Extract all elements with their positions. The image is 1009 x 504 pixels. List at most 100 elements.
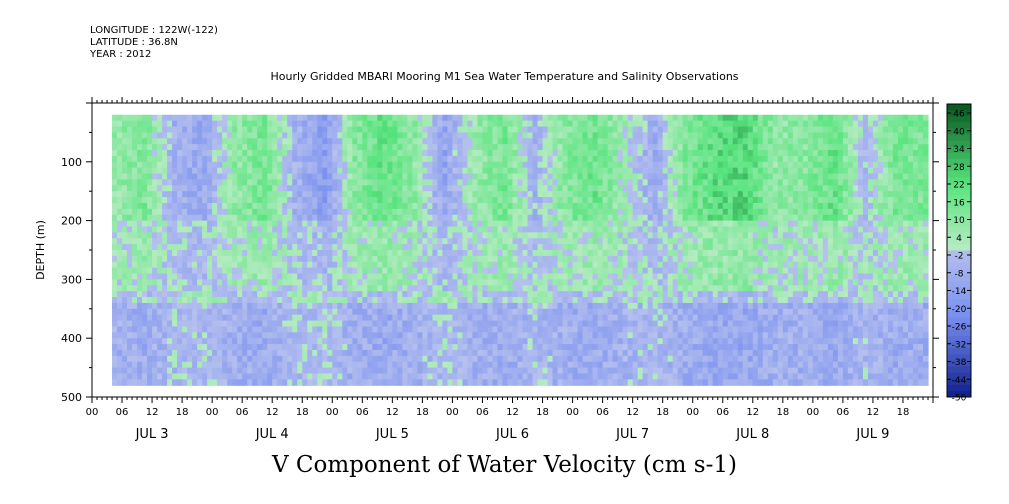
heatmap-cell — [577, 150, 584, 157]
heatmap-cell — [132, 179, 138, 186]
heatmap-cell — [162, 320, 168, 328]
heatmap-cell — [357, 120, 363, 128]
heatmap-cell — [362, 220, 368, 228]
heatmap-cell — [262, 167, 268, 175]
heatmap-cell — [407, 120, 413, 128]
heatmap-cell — [217, 267, 223, 275]
heatmap-cell — [532, 150, 539, 157]
heatmap-cell — [492, 267, 499, 275]
heatmap-cell — [277, 197, 283, 204]
heatmap-cell — [557, 261, 564, 269]
heatmap-cell — [522, 220, 529, 228]
heatmap-cell — [292, 226, 298, 233]
heatmap-cell — [142, 261, 148, 269]
heatmap-cell — [257, 238, 263, 245]
heatmap-cell — [352, 320, 358, 328]
heatmap-cell — [392, 120, 398, 128]
heatmap-cell — [487, 314, 494, 322]
heatmap-cell — [512, 232, 519, 239]
heatmap-cell — [227, 367, 233, 375]
heatmap-cell — [557, 308, 564, 316]
heatmap-cell — [242, 226, 248, 233]
heatmap-cell — [277, 191, 283, 198]
heatmap-cell — [217, 291, 223, 298]
heatmap-cell — [462, 267, 469, 275]
heatmap-cell — [312, 291, 318, 298]
heatmap-cell — [437, 144, 444, 151]
heatmap-cell — [562, 250, 569, 257]
heatmap-cell — [447, 332, 454, 339]
heatmap-cell — [502, 238, 509, 245]
heatmap-cell — [312, 132, 318, 139]
heatmap-cell — [637, 349, 644, 357]
heatmap-cell — [137, 255, 143, 263]
heatmap-cell — [427, 220, 434, 228]
heatmap-cell — [542, 344, 549, 351]
heatmap-cell — [147, 355, 153, 363]
heatmap-cell — [377, 349, 383, 357]
heatmap-cell — [382, 185, 388, 192]
heatmap-cell — [512, 332, 519, 339]
heatmap-cell — [207, 138, 213, 145]
heatmap-cell — [607, 202, 614, 210]
heatmap-cell — [262, 379, 268, 386]
heatmap-cell — [367, 161, 373, 169]
heatmap-cell — [582, 314, 589, 322]
heatmap-cell — [262, 261, 268, 269]
heatmap-cell — [152, 332, 158, 339]
heatmap-cell — [537, 361, 544, 369]
heatmap-cell — [617, 285, 624, 292]
heatmap-cell — [317, 255, 323, 263]
heatmap-cell — [487, 279, 494, 286]
heatmap-cell — [477, 338, 484, 345]
heatmap-cell — [367, 238, 373, 245]
heatmap-cell — [587, 250, 594, 257]
heatmap-cell — [612, 273, 619, 280]
heatmap-cell — [342, 291, 348, 298]
heatmap-cell — [532, 291, 539, 298]
latitude-label: LATITUDE : 36.8N — [90, 37, 178, 48]
heatmap-cell — [337, 349, 343, 357]
heatmap-cell — [137, 173, 143, 181]
heatmap-cell — [437, 326, 444, 333]
heatmap-cell — [497, 150, 504, 157]
heatmap-cell — [592, 173, 599, 181]
heatmap-cell — [567, 226, 574, 233]
heatmap-cell — [397, 114, 403, 122]
heatmap-cell — [302, 208, 308, 216]
heatmap-cell — [177, 373, 183, 380]
heatmap-cell — [117, 155, 123, 163]
heatmap-cell — [547, 202, 554, 210]
heatmap-cell — [622, 326, 629, 333]
heatmap-cell — [507, 302, 514, 310]
heatmap-cell — [557, 338, 564, 345]
heatmap-cell — [632, 361, 639, 369]
heatmap-cell — [612, 255, 619, 263]
heatmap-cell — [247, 338, 253, 345]
heatmap-cell — [402, 208, 408, 216]
heatmap-cell — [372, 150, 378, 157]
heatmap-cell — [482, 244, 489, 251]
heatmap-cell — [257, 279, 263, 286]
heatmap-cell — [327, 338, 333, 345]
heatmap-cell — [252, 379, 258, 386]
heatmap-cell — [272, 191, 278, 198]
heatmap-cell — [157, 167, 163, 175]
heatmap-cell — [142, 273, 148, 280]
heatmap-cell — [482, 126, 489, 133]
heatmap-cell — [157, 314, 163, 322]
heatmap-cell — [362, 114, 368, 122]
heatmap-cell — [652, 155, 659, 163]
heatmap-cell — [162, 202, 168, 210]
heatmap-cell — [577, 232, 584, 239]
heatmap-cell — [117, 326, 123, 333]
heatmap-cell — [537, 344, 544, 351]
heatmap-cell — [177, 361, 183, 369]
heatmap-cell — [217, 349, 223, 357]
heatmap-cell — [287, 197, 293, 204]
heatmap-cell — [127, 138, 133, 145]
heatmap-cell — [262, 126, 268, 133]
heatmap-cell — [352, 114, 358, 122]
heatmap-cell — [212, 338, 218, 345]
heatmap-cell — [162, 291, 168, 298]
